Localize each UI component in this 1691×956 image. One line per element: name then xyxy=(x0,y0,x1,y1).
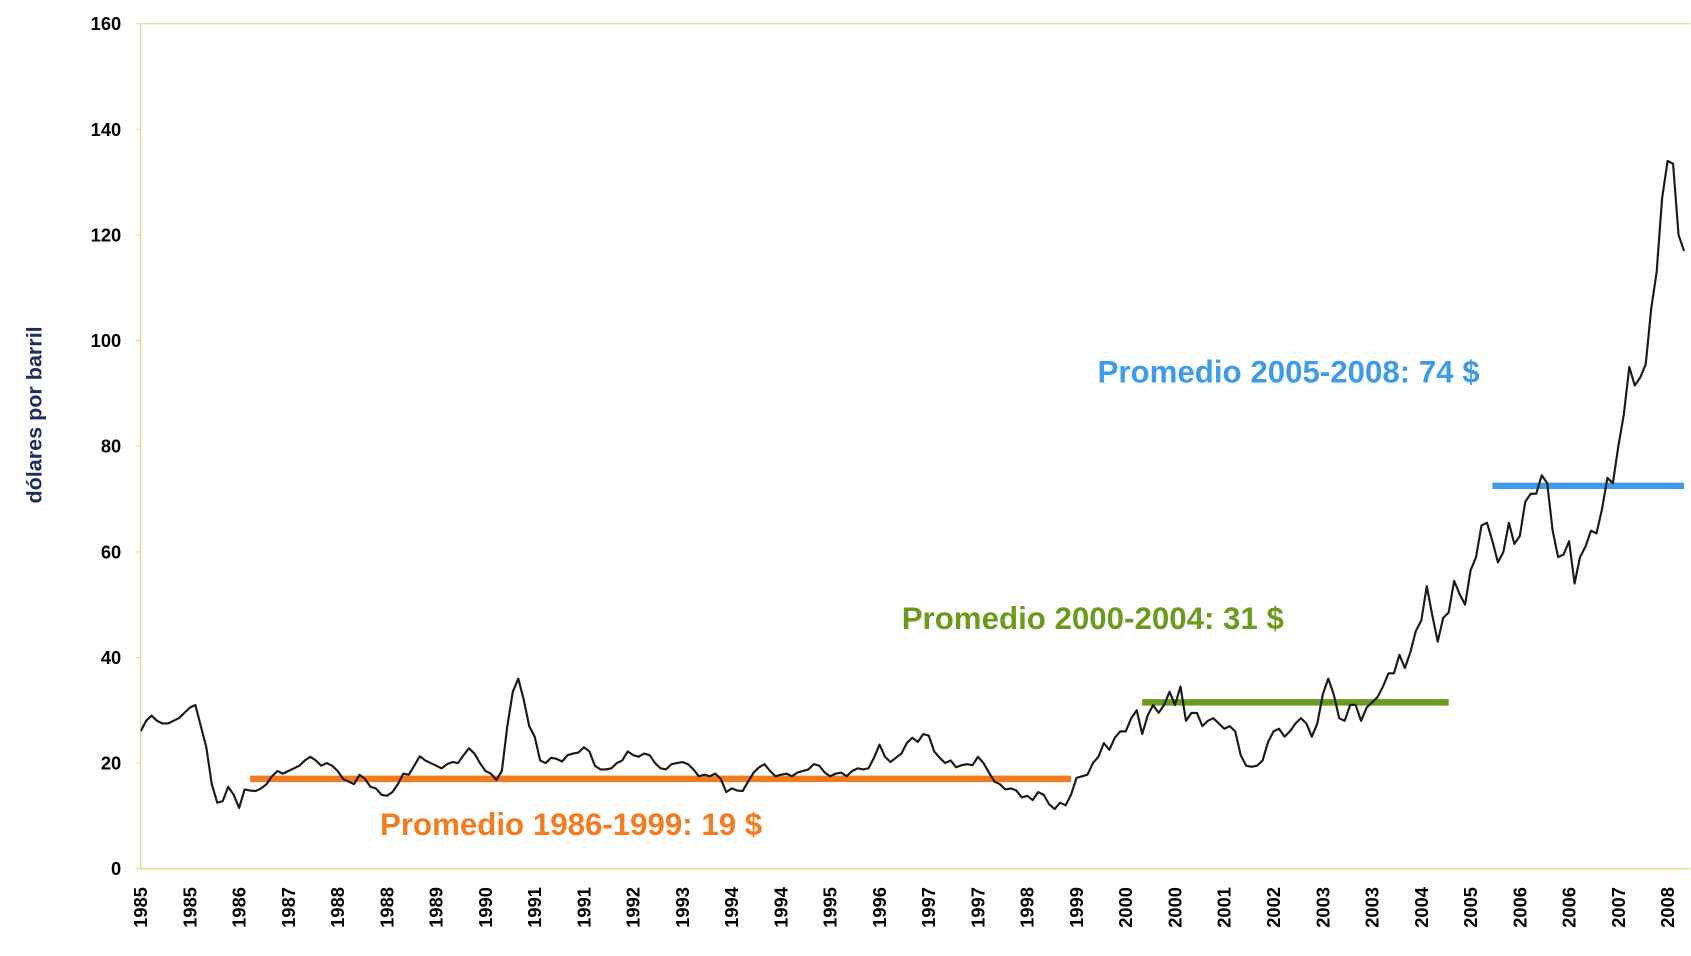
x-tick-label: 1991 xyxy=(524,887,545,928)
y-tick-label: 40 xyxy=(101,647,121,668)
x-tick-label: 2003 xyxy=(1362,887,1383,928)
x-tick-label: 2006 xyxy=(1559,887,1580,928)
x-tick-label: 1994 xyxy=(770,886,791,928)
x-tick-label: 1992 xyxy=(623,887,644,928)
x-tick-label: 1995 xyxy=(820,887,841,928)
y-tick-label: 160 xyxy=(91,13,122,34)
x-tick-label: 1991 xyxy=(573,887,594,928)
x-tick-label: 1985 xyxy=(179,887,200,928)
y-tick-label: 60 xyxy=(101,541,121,562)
y-axis-label: dólares por barril xyxy=(21,326,46,503)
x-tick-label: 1998 xyxy=(1017,887,1038,928)
x-tick-label: 2003 xyxy=(1312,887,1333,928)
x-tick-label: 2007 xyxy=(1608,887,1629,928)
x-tick-label: 1997 xyxy=(967,887,988,928)
y-tick-label: 20 xyxy=(101,753,121,774)
y-tick-label: 140 xyxy=(91,119,122,140)
y-tick-label: 100 xyxy=(91,330,122,351)
y-tick-label: 80 xyxy=(101,436,121,457)
x-tick-label: 2000 xyxy=(1164,887,1185,928)
x-tick-label: 1990 xyxy=(475,887,496,928)
x-tick-label: 1993 xyxy=(672,887,693,928)
x-tick-label: 2005 xyxy=(1460,887,1481,928)
x-tick-label: 1994 xyxy=(721,886,742,928)
x-tick-label: 1988 xyxy=(327,887,348,928)
x-tick-label: 1997 xyxy=(918,887,939,928)
plot-area xyxy=(140,159,1686,811)
x-tick-label: 1999 xyxy=(1066,887,1087,928)
average-label: Promedio 2005-2008: 74 $ xyxy=(1098,354,1480,389)
average-label: Promedio 2000-2004: 31 $ xyxy=(902,601,1284,636)
y-tick-label: 0 xyxy=(111,858,121,879)
y-tick-label: 120 xyxy=(91,224,122,245)
x-tick-label: 2006 xyxy=(1509,887,1530,928)
x-tick-label: 1989 xyxy=(426,887,447,928)
x-tick-label: 2004 xyxy=(1411,886,1432,928)
x-tick-label: 2001 xyxy=(1214,887,1235,928)
average-label: Promedio 1986-1999: 19 $ xyxy=(380,807,762,842)
x-tick-label: 1987 xyxy=(278,887,299,928)
x-tick-label: 1996 xyxy=(869,887,890,928)
x-tick-label: 2000 xyxy=(1115,887,1136,928)
x-tick-label: 2008 xyxy=(1657,887,1678,928)
x-tick-label: 1985 xyxy=(130,887,151,928)
price-line xyxy=(140,159,1686,811)
x-tick-label: 2002 xyxy=(1263,887,1284,928)
x-tick-label: 1988 xyxy=(376,887,397,928)
x-tick-label: 1986 xyxy=(229,887,250,928)
